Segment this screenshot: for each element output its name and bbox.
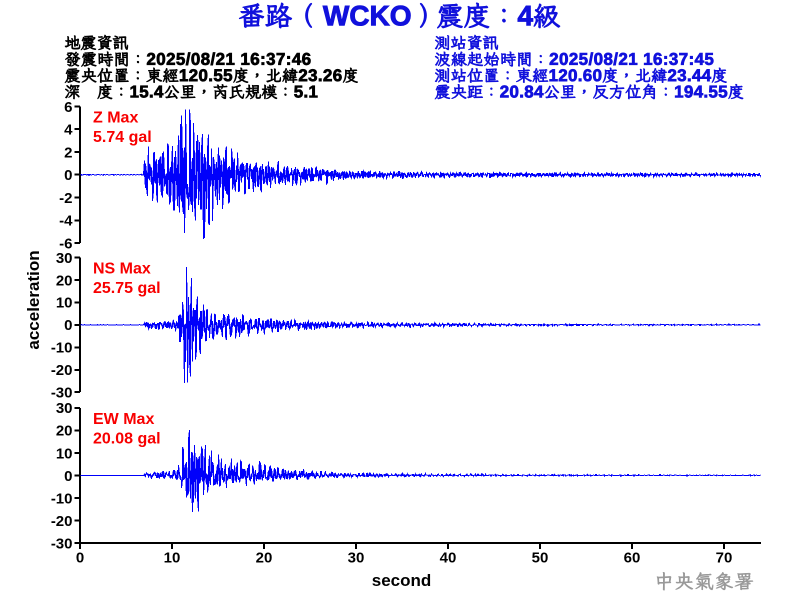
svg-text:60: 60: [624, 550, 641, 567]
svg-text:-10: -10: [51, 490, 73, 507]
svg-text:6: 6: [64, 99, 72, 116]
svg-text:5.74 gal: 5.74 gal: [93, 129, 152, 146]
svg-text:30: 30: [348, 550, 365, 567]
svg-text:-30: -30: [51, 385, 73, 402]
svg-text:acceleration: acceleration: [24, 250, 43, 349]
svg-text:0: 0: [76, 550, 84, 567]
svg-text:50: 50: [532, 550, 549, 567]
svg-text:-4: -4: [59, 213, 73, 230]
svg-text:-20: -20: [51, 362, 73, 379]
svg-text:10: 10: [164, 550, 181, 567]
svg-text:second: second: [372, 571, 432, 590]
svg-text:0: 0: [64, 317, 72, 334]
svg-text:20.08 gal: 20.08 gal: [93, 430, 161, 447]
svg-text:30: 30: [56, 250, 73, 267]
svg-text:10: 10: [56, 295, 73, 312]
svg-text:20: 20: [56, 423, 73, 440]
svg-text:EW Max: EW Max: [93, 411, 154, 428]
svg-text:20: 20: [256, 550, 273, 567]
svg-text:-20: -20: [51, 513, 73, 530]
svg-text:30: 30: [56, 400, 73, 417]
svg-text:70: 70: [716, 550, 733, 567]
svg-text:40: 40: [440, 550, 457, 567]
svg-text:25.75 gal: 25.75 gal: [93, 280, 161, 297]
svg-text:-30: -30: [51, 535, 73, 552]
svg-text:Z Max: Z Max: [93, 109, 138, 126]
svg-text:-2: -2: [59, 190, 72, 207]
svg-text:NS Max: NS Max: [93, 260, 151, 277]
svg-text:10: 10: [56, 445, 73, 462]
svg-text:4: 4: [64, 122, 73, 139]
svg-text:20: 20: [56, 272, 73, 289]
svg-text:-10: -10: [51, 340, 73, 357]
svg-text:-6: -6: [59, 236, 72, 253]
svg-text:0: 0: [64, 167, 72, 184]
svg-text:0: 0: [64, 468, 72, 485]
svg-text:2: 2: [64, 144, 72, 161]
